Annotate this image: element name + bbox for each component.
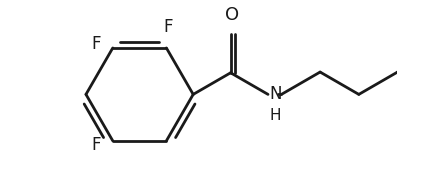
Text: F: F	[91, 136, 101, 153]
Text: N: N	[269, 85, 282, 103]
Text: O: O	[225, 6, 239, 24]
Text: F: F	[163, 18, 173, 36]
Text: H: H	[269, 108, 281, 123]
Text: F: F	[91, 35, 101, 53]
